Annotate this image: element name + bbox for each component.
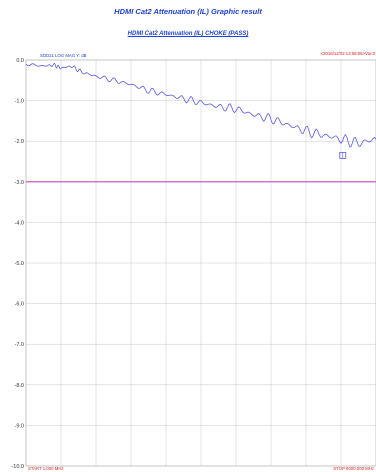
y-tick-label: -6.0: [15, 302, 24, 308]
y-tick-label: -1.0: [15, 99, 24, 105]
y-tick-label: -9.0: [15, 423, 24, 429]
y-tick-label: -5.0: [15, 261, 24, 267]
trace-label: SDD21 LOG MAG Y: dB: [40, 53, 87, 58]
chart-subtitle: HDMI Cat2 Attenuation (IL) CHOKE (PASS): [127, 31, 249, 37]
series-trace: [25, 62, 376, 148]
y-tick-label: -7.0: [15, 342, 24, 348]
y-tick-label: -3.0: [15, 180, 24, 186]
y-tick-label: -4.0: [15, 220, 24, 226]
timestamp: <2016/12/02 13:58:06>Var:3: [321, 51, 376, 56]
y-tick-label: -2.0: [15, 139, 24, 145]
page-title: HDMI Cat2 Attenuation (IL) Graphic resul…: [114, 7, 262, 16]
y-tick-label: -10.0: [11, 464, 24, 470]
y-tick-label: -8.0: [15, 383, 24, 389]
grid: [25, 59, 376, 467]
start-frequency-label: START 1.000 MHz: [28, 466, 64, 471]
y-tick-label: 0.0: [16, 58, 24, 64]
stop-frequency-label: STOP 6000.000 MHz: [333, 466, 374, 471]
y-axis-tick-labels: 0.0 -1.0 -2.0 -3.0 -4.0 -5.0 -6.0 -7.0 -8.0 -9.0 -…: [11, 58, 24, 470]
marker: [339, 152, 347, 159]
